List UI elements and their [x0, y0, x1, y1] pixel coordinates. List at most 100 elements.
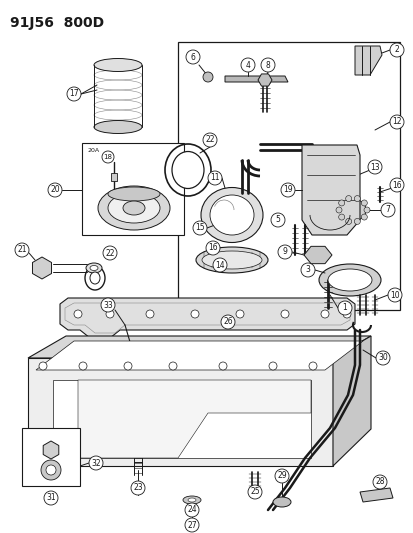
Circle shape	[235, 310, 243, 318]
Text: 21: 21	[17, 246, 27, 254]
Circle shape	[46, 465, 56, 475]
Ellipse shape	[339, 199, 365, 221]
Circle shape	[345, 219, 351, 224]
Text: 6: 6	[190, 52, 195, 61]
Circle shape	[89, 456, 103, 470]
Circle shape	[15, 243, 29, 257]
Polygon shape	[224, 76, 287, 82]
Circle shape	[354, 219, 359, 224]
Circle shape	[103, 246, 117, 260]
Circle shape	[221, 315, 235, 329]
Circle shape	[247, 485, 261, 499]
Polygon shape	[111, 173, 117, 181]
Text: 17: 17	[69, 90, 78, 99]
Polygon shape	[94, 65, 142, 127]
Circle shape	[338, 214, 344, 220]
Polygon shape	[78, 380, 310, 458]
Text: 26: 26	[223, 318, 232, 327]
Circle shape	[212, 258, 226, 272]
Circle shape	[361, 200, 366, 206]
Polygon shape	[257, 74, 271, 86]
Text: 31: 31	[46, 494, 56, 503]
Text: 5: 5	[275, 215, 280, 224]
Ellipse shape	[94, 59, 142, 71]
Circle shape	[146, 310, 154, 318]
Circle shape	[372, 475, 386, 489]
Ellipse shape	[201, 188, 262, 243]
Polygon shape	[43, 441, 59, 459]
Circle shape	[389, 178, 403, 192]
Text: 3: 3	[305, 265, 310, 274]
Circle shape	[218, 362, 226, 370]
Circle shape	[39, 362, 47, 370]
Circle shape	[202, 72, 212, 82]
Polygon shape	[354, 46, 381, 75]
Text: 32: 32	[91, 458, 101, 467]
Circle shape	[185, 518, 199, 532]
Circle shape	[367, 160, 381, 174]
Polygon shape	[332, 336, 370, 466]
Circle shape	[268, 362, 276, 370]
Ellipse shape	[171, 151, 204, 189]
Circle shape	[345, 196, 351, 201]
Polygon shape	[28, 336, 370, 358]
Ellipse shape	[318, 264, 380, 296]
Circle shape	[190, 310, 199, 318]
Text: 19: 19	[282, 185, 292, 195]
Text: 20A: 20A	[88, 148, 100, 153]
Text: 22: 22	[205, 135, 214, 144]
Ellipse shape	[108, 193, 159, 223]
Text: 1: 1	[342, 303, 347, 312]
Ellipse shape	[188, 498, 195, 502]
Text: 33: 33	[103, 301, 113, 310]
Circle shape	[271, 213, 284, 227]
Circle shape	[260, 58, 274, 72]
Text: 20: 20	[50, 185, 59, 195]
Circle shape	[102, 151, 114, 163]
Text: 30: 30	[377, 353, 387, 362]
Circle shape	[335, 207, 341, 213]
Text: 16: 16	[208, 244, 217, 253]
Circle shape	[389, 115, 403, 129]
Text: 27: 27	[187, 521, 196, 529]
Text: 18: 18	[103, 154, 112, 160]
Polygon shape	[36, 341, 362, 370]
Text: 23: 23	[133, 483, 142, 492]
Ellipse shape	[123, 201, 145, 215]
Text: 29: 29	[277, 472, 286, 481]
Polygon shape	[178, 42, 399, 310]
Polygon shape	[28, 358, 332, 466]
Circle shape	[300, 263, 314, 277]
Circle shape	[74, 310, 82, 318]
Circle shape	[192, 221, 206, 235]
Polygon shape	[53, 380, 310, 458]
Circle shape	[101, 298, 115, 312]
Circle shape	[44, 491, 58, 505]
Circle shape	[280, 183, 294, 197]
Circle shape	[361, 214, 366, 220]
Ellipse shape	[272, 497, 290, 507]
Circle shape	[185, 50, 199, 64]
Text: 15: 15	[195, 223, 204, 232]
Circle shape	[389, 43, 403, 57]
Circle shape	[202, 133, 216, 147]
Ellipse shape	[94, 120, 142, 133]
Text: 16: 16	[391, 181, 401, 190]
Polygon shape	[32, 257, 51, 279]
Circle shape	[277, 245, 291, 259]
Ellipse shape	[108, 187, 159, 201]
Circle shape	[240, 58, 254, 72]
Circle shape	[280, 310, 288, 318]
Ellipse shape	[195, 247, 267, 273]
Ellipse shape	[86, 263, 102, 273]
Text: 91J56  800D: 91J56 800D	[10, 16, 104, 30]
Polygon shape	[82, 143, 183, 235]
Circle shape	[308, 362, 316, 370]
Circle shape	[124, 362, 132, 370]
Text: 7: 7	[385, 206, 389, 214]
Ellipse shape	[327, 269, 371, 291]
Text: 10: 10	[389, 290, 399, 300]
Text: 14: 14	[215, 261, 224, 270]
Circle shape	[342, 310, 350, 318]
Text: 8: 8	[265, 61, 270, 69]
